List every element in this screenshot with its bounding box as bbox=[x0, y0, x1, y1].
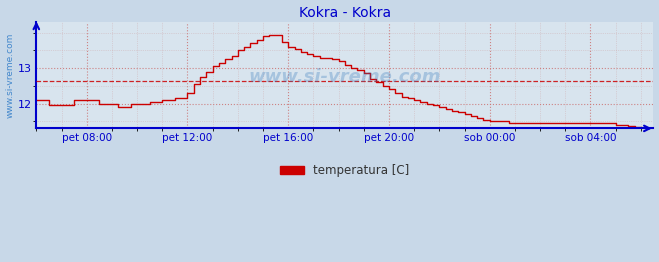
Y-axis label: www.si-vreme.com: www.si-vreme.com bbox=[5, 32, 14, 118]
Text: www.si-vreme.com: www.si-vreme.com bbox=[248, 68, 441, 86]
Title: Kokra - Kokra: Kokra - Kokra bbox=[299, 6, 391, 20]
Legend: temperatura [C]: temperatura [C] bbox=[275, 160, 415, 182]
